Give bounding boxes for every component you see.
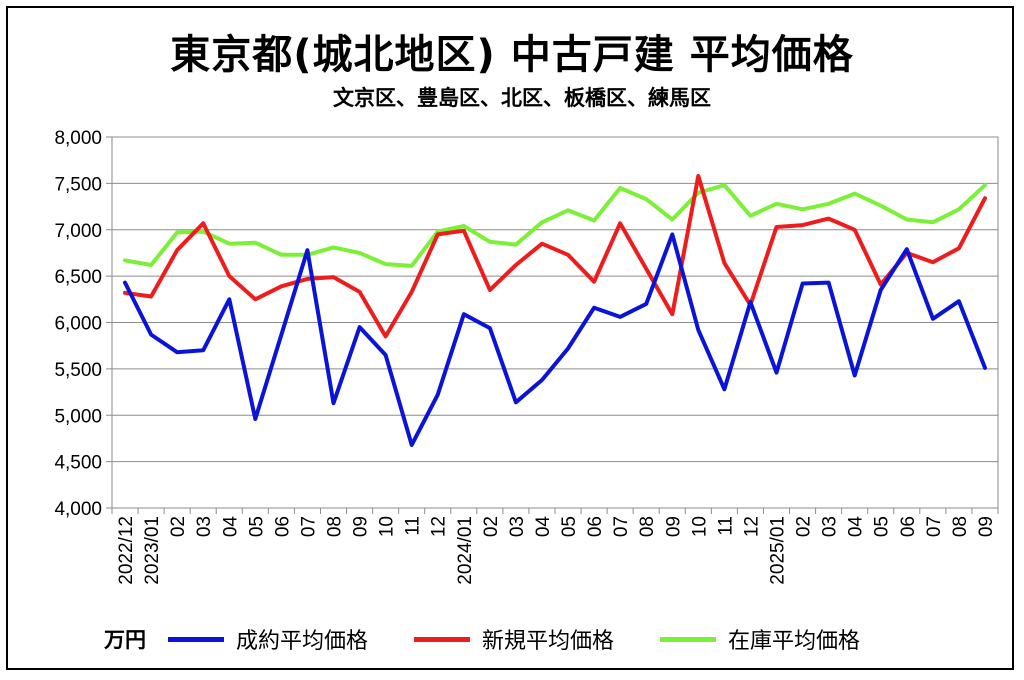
y-tick-label: 4,500: [54, 453, 102, 474]
x-tick-label: 04: [846, 516, 867, 538]
x-tick-label: 05: [246, 516, 267, 537]
x-tick-label: 08: [325, 516, 346, 537]
x-tick-label: 07: [298, 516, 319, 537]
x-tick-label: 09: [663, 516, 684, 537]
x-tick-label: 05: [872, 516, 893, 537]
x-tick-label: 10: [377, 516, 398, 537]
grid-lines: [106, 136, 999, 514]
x-tick-label: 11: [403, 516, 424, 536]
y-tick-label: 8,000: [54, 128, 102, 149]
x-tick-label: 07: [611, 516, 632, 537]
x-tick-label: 04: [533, 516, 554, 538]
legend-item-new: 新規平均価格: [414, 623, 614, 655]
x-tick-label: 2023/01: [142, 516, 163, 585]
x-tick-label: 07: [924, 516, 945, 537]
legend-swatch-new: [414, 636, 471, 642]
x-tick-label: 09: [351, 516, 372, 537]
y-tick-label: 6,000: [54, 314, 102, 335]
chart-subtitle: 文京区、豊島区、北区、板橋区、練馬区: [333, 86, 711, 110]
y-tick-label: 7,000: [54, 221, 102, 242]
y-tick-label: 5,500: [54, 360, 102, 381]
x-tick-label: 10: [689, 516, 710, 537]
x-tick-label: 08: [637, 516, 658, 537]
x-tick-label: 03: [507, 516, 528, 537]
legend-label-new: 新規平均価格: [482, 629, 615, 654]
x-tick-label: 2024/01: [455, 516, 476, 585]
x-tick-label: 06: [272, 516, 293, 537]
x-tick-label: 12: [741, 516, 762, 537]
x-tick-label: 04: [220, 516, 241, 538]
series-line-2: [123, 183, 987, 268]
y-tick-label: 5,000: [54, 406, 102, 427]
series-lines: [123, 174, 987, 447]
chart-title: 東京都(城北地区) 中古戸建 平均価格: [170, 32, 854, 78]
x-tick-label: 2025/01: [768, 516, 789, 585]
y-tick-label: 4,000: [54, 499, 102, 520]
x-tick-label: 03: [194, 516, 215, 537]
x-tick-label: 05: [559, 516, 580, 537]
legend-label-stock: 在庫平均価格: [728, 629, 861, 654]
x-tick-label: 06: [898, 516, 919, 537]
x-tick-label: 06: [585, 516, 606, 537]
x-tick-label: 02: [481, 516, 502, 537]
legend: 万円 成約平均価格 新規平均価格 在庫平均価格: [104, 624, 906, 654]
legend-label-contract: 成約平均価格: [236, 629, 369, 654]
x-axis-ticks: 2022/12 2023/01 02 03 04 05 06 07 08 09 10 11 12 2024…: [116, 516, 997, 585]
series-line-1: [123, 174, 987, 339]
legend-swatch-stock: [660, 636, 717, 642]
x-tick-label: 11: [715, 516, 736, 536]
y-tick-label: 7,500: [54, 174, 102, 195]
series-line-0: [123, 232, 987, 447]
x-tick-label: 02: [168, 516, 189, 537]
x-tick-label: 02: [794, 516, 815, 537]
legend-item-contract: 成約平均価格: [168, 623, 368, 655]
x-tick-label: 2022/12: [116, 516, 137, 585]
unit-label: 万円: [104, 628, 146, 652]
x-tick-label: 03: [820, 516, 841, 537]
x-tick-label: 08: [950, 516, 971, 537]
x-tick-label: 09: [976, 516, 997, 537]
legend-item-stock: 在庫平均価格: [660, 623, 860, 655]
y-axis-ticks: 4,000 4,500 5,000 5,500 6,000 6,500 7,000 7,500…: [54, 128, 102, 520]
x-tick-label: 12: [429, 516, 450, 537]
legend-swatch-contract: [168, 636, 224, 642]
y-tick-label: 6,500: [54, 267, 102, 288]
